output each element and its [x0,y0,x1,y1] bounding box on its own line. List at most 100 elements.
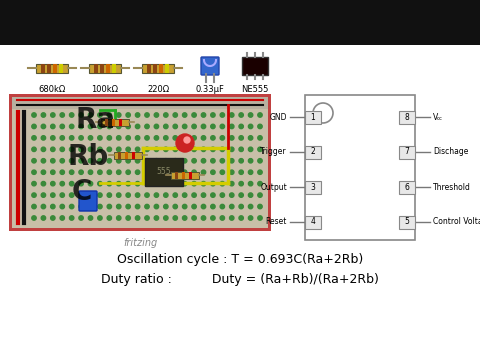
Circle shape [135,136,140,140]
Circle shape [211,216,215,220]
Circle shape [88,136,93,140]
Text: 100kΩ: 100kΩ [92,85,119,94]
Circle shape [70,147,74,152]
Circle shape [70,216,74,220]
Circle shape [88,204,93,209]
FancyBboxPatch shape [79,191,97,211]
Circle shape [98,170,102,175]
Circle shape [135,216,140,220]
Circle shape [88,124,93,129]
Circle shape [79,158,84,163]
Circle shape [98,193,102,197]
Circle shape [211,136,215,140]
Bar [59,63,62,72]
Circle shape [220,170,225,175]
Circle shape [164,181,168,186]
Circle shape [182,181,187,186]
Circle shape [239,158,243,163]
Bar [119,118,122,126]
Bar [142,63,174,72]
Text: fritzing: fritzing [123,238,157,248]
Circle shape [192,204,196,209]
Circle shape [107,170,111,175]
Circle shape [98,181,102,186]
Circle shape [41,204,46,209]
Circle shape [192,147,196,152]
Circle shape [239,136,243,140]
Circle shape [98,147,102,152]
Circle shape [211,113,215,117]
Circle shape [126,204,131,209]
Circle shape [182,193,187,197]
Circle shape [117,113,121,117]
Circle shape [32,204,36,209]
Circle shape [107,216,111,220]
Bar [189,171,192,179]
Circle shape [154,113,158,117]
Circle shape [239,124,243,129]
Circle shape [192,124,196,129]
Text: Duty ratio :          Duty = (Ra+Rb)/(Ra+2Rb): Duty ratio : Duty = (Ra+Rb)/(Ra+2Rb) [101,273,379,286]
Circle shape [107,204,111,209]
Circle shape [173,170,178,175]
Circle shape [145,113,149,117]
Circle shape [117,124,121,129]
Circle shape [41,170,46,175]
Circle shape [229,204,234,209]
Circle shape [173,158,178,163]
Circle shape [32,170,36,175]
Circle shape [32,113,36,117]
Bar [101,118,129,126]
Circle shape [164,216,168,220]
Circle shape [135,147,140,152]
Text: 3: 3 [311,183,315,192]
Bar [165,63,168,72]
Bar [118,152,121,158]
Circle shape [60,113,64,117]
Circle shape [70,158,74,163]
Circle shape [239,170,243,175]
Circle shape [182,216,187,220]
Circle shape [229,124,234,129]
Circle shape [239,147,243,152]
Circle shape [201,181,206,186]
Circle shape [164,124,168,129]
Circle shape [145,170,149,175]
Bar [153,63,156,72]
Bar [399,145,415,158]
Circle shape [117,193,121,197]
Circle shape [145,181,149,186]
Bar [242,57,268,75]
Text: C: C [72,178,92,206]
Circle shape [154,124,158,129]
Bar [0,45,480,360]
Circle shape [173,216,178,220]
Circle shape [41,124,46,129]
Text: Reset: Reset [265,217,287,226]
Circle shape [192,216,196,220]
Circle shape [248,216,253,220]
Circle shape [220,216,225,220]
Circle shape [32,136,36,140]
Circle shape [145,216,149,220]
Circle shape [248,147,253,152]
Circle shape [229,181,234,186]
Text: 2: 2 [311,148,315,157]
Bar [132,152,135,158]
Circle shape [182,124,187,129]
Circle shape [117,158,121,163]
Text: Output: Output [260,183,287,192]
Circle shape [50,113,55,117]
Bar [94,63,97,72]
Circle shape [173,136,178,140]
Circle shape [60,193,64,197]
Circle shape [70,181,74,186]
Circle shape [229,216,234,220]
Circle shape [258,216,262,220]
FancyBboxPatch shape [201,57,219,75]
Bar [305,180,321,194]
Circle shape [145,136,149,140]
Circle shape [248,158,253,163]
Circle shape [60,147,64,152]
Bar [305,95,415,240]
